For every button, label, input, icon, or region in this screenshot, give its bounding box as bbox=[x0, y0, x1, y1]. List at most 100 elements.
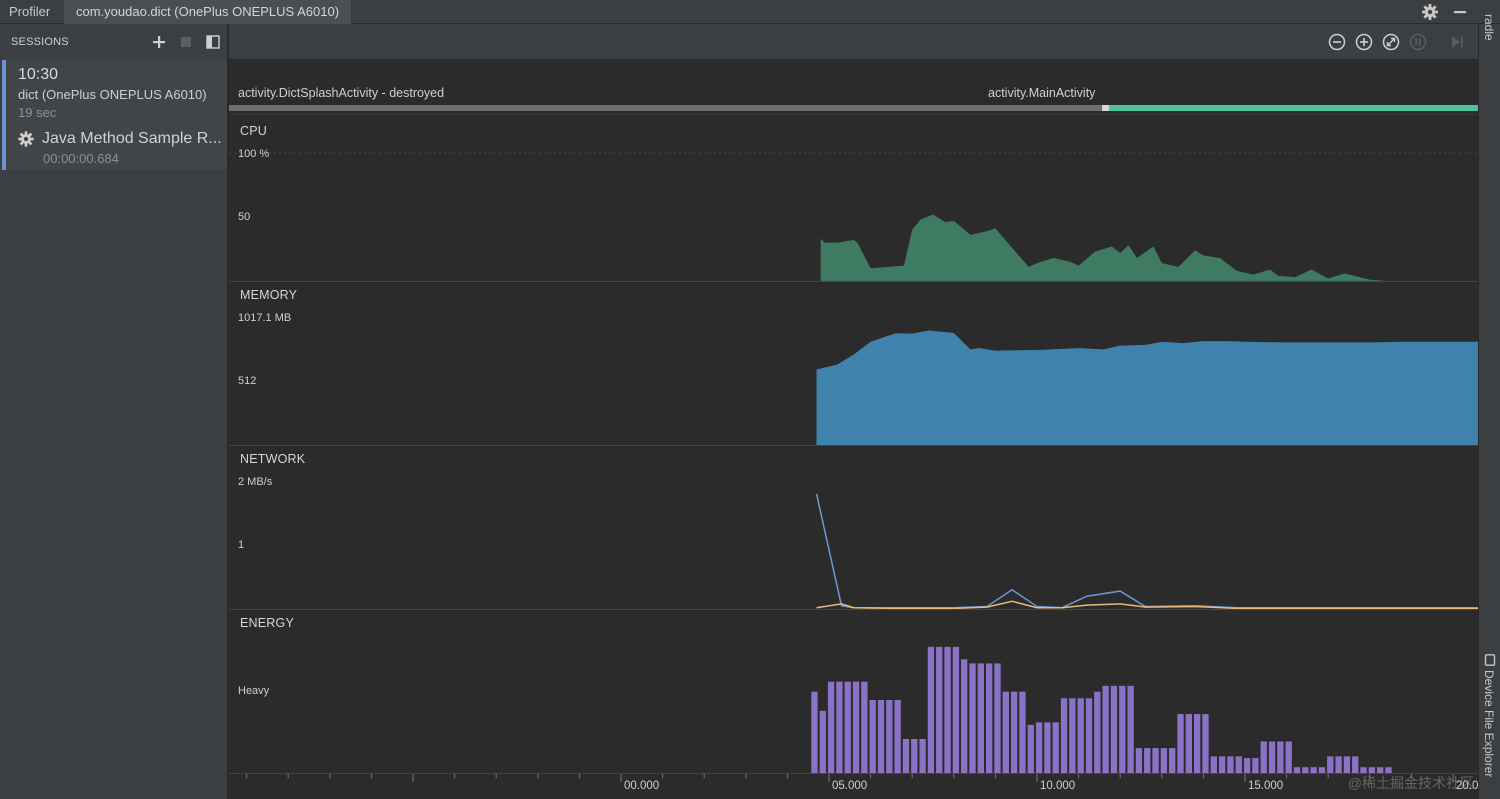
energy-bar bbox=[1035, 722, 1043, 773]
memory-max-label: 1017.1 MB bbox=[238, 312, 292, 324]
cpu-mid-label: 50 bbox=[238, 211, 251, 223]
energy-bar bbox=[1194, 714, 1201, 773]
energy-bar bbox=[944, 646, 951, 773]
energy-bar bbox=[1010, 691, 1018, 773]
energy-bar bbox=[1293, 767, 1301, 773]
energy-bar bbox=[927, 646, 935, 773]
axis-label-5: 05.000 bbox=[832, 780, 868, 792]
energy-bar bbox=[1285, 741, 1292, 773]
energy-bar bbox=[1094, 691, 1101, 773]
energy-title: ENERGY bbox=[240, 616, 294, 630]
right-tool-strip: radle Device File Explorer bbox=[1478, 14, 1500, 799]
memory-area bbox=[816, 330, 1478, 445]
energy-bar bbox=[1360, 767, 1367, 773]
zoom-in-icon[interactable] bbox=[1355, 33, 1373, 51]
tab-profiler[interactable]: Profiler bbox=[9, 4, 51, 19]
axis-label-15: 15.000 bbox=[1248, 780, 1284, 792]
energy-bar bbox=[1260, 741, 1267, 773]
energy-bar bbox=[886, 699, 893, 773]
energy-bar bbox=[1102, 685, 1109, 773]
energy-bar bbox=[1160, 748, 1168, 773]
activity-destroyed-bar bbox=[229, 105, 1102, 111]
energy-bar bbox=[952, 646, 960, 773]
activity-lane: activity.DictSplashActivity - destroyed … bbox=[229, 61, 1478, 115]
energy-bar bbox=[1335, 756, 1342, 773]
energy-bar bbox=[1318, 767, 1326, 773]
energy-bar bbox=[819, 710, 826, 773]
sessions-title: SESSIONS bbox=[11, 36, 69, 48]
energy-bar bbox=[1119, 685, 1126, 773]
method-trace-duration: 00:00:00.684 bbox=[43, 151, 119, 166]
activity-main-label: activity.MainActivity bbox=[988, 86, 1096, 100]
axis-label-10: 10.000 bbox=[1040, 780, 1076, 792]
energy-bar bbox=[827, 681, 835, 773]
energy-bar bbox=[936, 646, 943, 773]
zoom-out-icon[interactable] bbox=[1328, 33, 1346, 51]
energy-bar bbox=[1310, 767, 1317, 773]
energy-bar bbox=[1352, 756, 1359, 773]
method-trace-gear-icon bbox=[18, 131, 34, 147]
method-trace-label[interactable]: Java Method Sample R... bbox=[42, 130, 222, 147]
energy-bar bbox=[1127, 685, 1134, 773]
energy-bar bbox=[894, 699, 901, 773]
energy-bar bbox=[861, 681, 868, 773]
energy-bar bbox=[1210, 756, 1217, 773]
session-time: 10:30 bbox=[18, 66, 59, 83]
timeline-toolbar bbox=[229, 24, 1478, 60]
cpu-chart bbox=[229, 152, 1478, 281]
energy-bar bbox=[1377, 767, 1384, 773]
add-session-icon[interactable] bbox=[150, 33, 168, 51]
energy-bar bbox=[1218, 756, 1226, 773]
cpu-title: CPU bbox=[240, 124, 267, 138]
time-axis: 00.000 05.000 10.000 15.000 20.0 bbox=[229, 773, 1478, 799]
network-sending-line bbox=[816, 600, 1478, 609]
energy-bar bbox=[1169, 748, 1176, 773]
go-live-icon[interactable] bbox=[1448, 33, 1466, 51]
energy-bar bbox=[1368, 767, 1376, 773]
network-max-label: 2 MB/s bbox=[238, 476, 273, 488]
sessions-panel: SESSIONS 10:30 dict (OnePlus ONEPLUS A60… bbox=[0, 24, 228, 799]
energy-bar bbox=[1227, 756, 1234, 773]
top-tab-bar: Profiler com.youdao.dict (OnePlus ONEPLU… bbox=[0, 0, 1500, 24]
energy-lane[interactable]: ENERGY Heavy bbox=[229, 610, 1478, 773]
energy-bar bbox=[844, 681, 851, 773]
energy-bar bbox=[1302, 767, 1309, 773]
network-title: NETWORK bbox=[240, 452, 306, 466]
session-device: dict (OnePlus ONEPLUS A6010) bbox=[18, 87, 207, 102]
energy-bar bbox=[1002, 691, 1009, 773]
energy-chart bbox=[811, 646, 1392, 773]
energy-bar bbox=[1069, 698, 1076, 773]
energy-bar bbox=[811, 691, 818, 773]
settings-gear-icon[interactable] bbox=[1420, 2, 1440, 22]
cpu-area bbox=[820, 214, 1478, 281]
memory-lane[interactable]: MEMORY 1017.1 MB 512 bbox=[229, 282, 1478, 446]
minimize-icon[interactable] bbox=[1450, 2, 1470, 22]
memory-mid-label: 512 bbox=[238, 375, 257, 387]
energy-bar bbox=[1027, 724, 1034, 773]
energy-bar bbox=[969, 663, 976, 773]
gradle-tool-tab[interactable]: radle bbox=[1482, 14, 1496, 41]
reset-zoom-icon[interactable] bbox=[1382, 33, 1400, 51]
tab-session[interactable]: com.youdao.dict (OnePlus ONEPLUS A6010) bbox=[64, 0, 352, 24]
energy-bar bbox=[1277, 741, 1284, 773]
energy-bar bbox=[1185, 714, 1192, 773]
energy-bar bbox=[1243, 758, 1251, 773]
axis-label-20: 20.0 bbox=[1456, 780, 1479, 792]
network-lane[interactable]: NETWORK 2 MB/s 1 bbox=[229, 446, 1478, 610]
energy-bar bbox=[994, 663, 1001, 773]
energy-bar bbox=[1110, 685, 1118, 773]
energy-bar bbox=[1177, 714, 1184, 773]
device-file-explorer-tab[interactable]: Device File Explorer bbox=[1482, 670, 1496, 778]
collapse-panel-icon[interactable] bbox=[204, 33, 222, 51]
activity-splash-label: activity.DictSplashActivity - destroyed bbox=[238, 86, 445, 100]
memory-chart bbox=[816, 330, 1478, 445]
energy-bar bbox=[1152, 748, 1159, 773]
energy-bar bbox=[1144, 748, 1151, 773]
cpu-lane[interactable]: CPU 100 % 50 bbox=[229, 118, 1478, 282]
energy-bar bbox=[911, 738, 918, 773]
stop-session-icon[interactable] bbox=[177, 33, 195, 51]
pause-live-icon[interactable] bbox=[1409, 33, 1427, 51]
energy-level-label: Heavy bbox=[238, 685, 270, 697]
time-axis-ticks bbox=[246, 774, 1454, 782]
session-item[interactable]: 10:30 dict (OnePlus ONEPLUS A6010) 19 se… bbox=[2, 60, 227, 170]
